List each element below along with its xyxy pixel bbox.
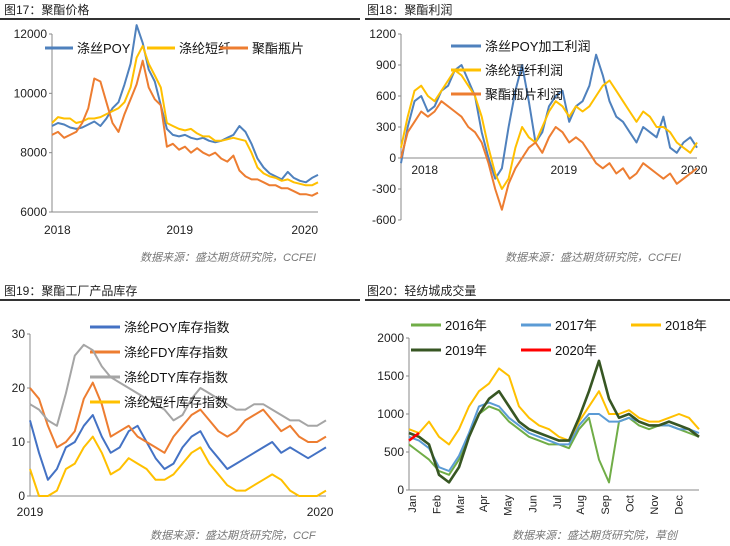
legend-label: 聚酯瓶片 — [252, 41, 304, 56]
y-tick-label: 0 — [389, 151, 396, 165]
legend-label: 涤纶FDY库存指数 — [124, 345, 228, 360]
x-tick-label: Oct — [624, 495, 636, 512]
legend-label: 涤丝POY — [77, 41, 131, 56]
y-tick-label: 1000 — [377, 407, 404, 421]
x-tick-label: Apr — [478, 495, 490, 512]
chart18-title: 图18：聚酯利润 — [367, 3, 453, 17]
x-tick-label: 2019 — [550, 163, 577, 177]
x-tick-label: Jun — [527, 495, 539, 513]
series-line — [51, 59, 319, 197]
legend-label: 2019年 — [445, 343, 487, 358]
y-tick-label: 2000 — [377, 331, 404, 345]
series-line — [51, 44, 319, 187]
x-tick-label: Sep — [600, 495, 612, 515]
y-tick-label: 900 — [376, 58, 396, 72]
x-tick-label: Jan — [407, 495, 419, 513]
chart19-title: 图19：聚酯工厂产品库存 — [4, 284, 138, 298]
series-line — [408, 367, 700, 446]
y-tick-label: 1200 — [369, 27, 396, 41]
y-tick-label: 0 — [397, 483, 404, 497]
y-tick-label: 0 — [18, 489, 25, 503]
series-line — [29, 414, 327, 481]
series-line — [29, 435, 327, 497]
y-tick-label: 600 — [376, 89, 396, 103]
y-tick-label: 30 — [12, 327, 26, 341]
chart17-title: 图17：聚酯价格 — [4, 3, 90, 17]
series-line — [400, 100, 698, 211]
x-tick-label: 2018 — [411, 163, 438, 177]
x-tick-label: Nov — [649, 495, 661, 515]
x-tick-label: Dec — [674, 495, 686, 515]
y-tick-label: 300 — [376, 120, 396, 134]
legend-label: 涤纶DTY库存指数 — [124, 370, 228, 385]
series-line — [408, 359, 700, 484]
chart20-title-rule — [365, 299, 730, 301]
x-tick-label: Aug — [575, 495, 587, 515]
y-tick-label: 20 — [12, 381, 26, 395]
y-tick-label: 8000 — [20, 146, 47, 160]
series-line — [408, 401, 700, 472]
x-tick-label: Mar — [455, 495, 467, 514]
legend-label: 涤纶短纤库存指数 — [124, 395, 228, 410]
x-tick-label: Jul — [552, 495, 564, 509]
chart17-plot: 12000 10000 8000 6000 2018 2019 2020 涤丝POY 涤纶短纤 聚… — [14, 24, 319, 237]
chart20-source: 数据来源：盛达期货研究院，草创 — [512, 530, 677, 542]
chart19-plot: 30 20 10 0 2019 2020 涤纶POY库存指数涤纶FDY库存指数涤纶DTY库存… — [12, 320, 334, 519]
series-line — [51, 24, 319, 184]
chart18-title-rule — [365, 18, 730, 20]
y-tick-label: -300 — [372, 182, 396, 196]
y-tick-label: 10000 — [14, 86, 48, 100]
legend-label: 2016年 — [445, 318, 487, 333]
legend-label: 2017年 — [555, 318, 597, 333]
x-tick-label: May — [503, 495, 515, 516]
x-tick-label: 2020 — [307, 505, 334, 519]
y-tick-label: -600 — [372, 213, 396, 227]
chart19-source: 数据来源：盛达期货研究院，CCF — [150, 530, 316, 542]
series-line — [29, 343, 327, 427]
x-tick-label: Feb — [432, 495, 444, 514]
legend-label: 2020年 — [555, 343, 597, 358]
series-line — [408, 431, 420, 442]
chart19-title-rule — [0, 299, 360, 301]
chart18-source: 数据来源：盛达期货研究院，CCFEI — [505, 252, 681, 264]
chart17-title-rule — [0, 18, 360, 20]
y-tick-label: 12000 — [14, 27, 48, 41]
legend-label: 涤丝POY加工利润 — [485, 39, 590, 54]
chart17-source: 数据来源：盛达期货研究院，CCFEI — [140, 252, 316, 264]
chart20-title: 图20：轻纺城成交量 — [367, 284, 477, 298]
y-tick-label: 10 — [12, 435, 26, 449]
x-tick-label: 2019 — [17, 505, 44, 519]
legend-label: 聚酯瓶片利润 — [485, 87, 563, 102]
x-tick-label: 2018 — [44, 223, 71, 237]
legend-label: 涤纶短纤利润 — [485, 63, 563, 78]
x-tick-label: 2020 — [291, 223, 318, 237]
legend-label: 涤纶POY库存指数 — [124, 320, 229, 335]
series-line — [400, 69, 698, 190]
legend-label: 2018年 — [665, 318, 707, 333]
series-line — [400, 53, 698, 180]
y-tick-label: 500 — [384, 445, 404, 459]
y-tick-label: 1500 — [377, 369, 404, 383]
series-line — [408, 405, 700, 484]
series-line — [29, 381, 327, 454]
y-tick-label: 6000 — [20, 205, 47, 219]
legend-label: 涤纶短纤 — [179, 41, 231, 56]
x-tick-label: 2019 — [166, 223, 193, 237]
